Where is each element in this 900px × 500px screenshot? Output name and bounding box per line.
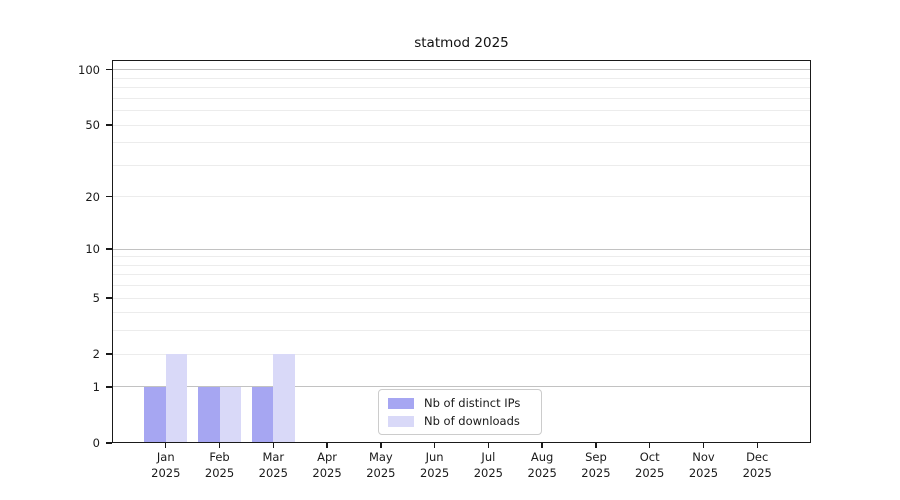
y-tick-mark <box>105 353 112 355</box>
x-tick-mark <box>218 443 221 448</box>
gridline-minor <box>112 110 811 112</box>
gridline-major <box>112 386 811 388</box>
y-tick-mark <box>105 386 112 388</box>
bar-downloads-jan <box>165 354 188 443</box>
bar-downloads-mar <box>273 354 295 443</box>
gridline-minor <box>112 285 811 287</box>
x-tick-label-aug: Aug 2025 <box>527 450 557 480</box>
gridline-minor <box>112 77 811 79</box>
x-tick-mark <box>702 443 705 448</box>
x-tick-label-jun: Jun 2025 <box>419 450 450 480</box>
gridline-minor <box>112 124 811 126</box>
bar-distinct-ips-mar <box>251 386 274 443</box>
gridline-minor <box>112 264 811 266</box>
gridline-minor <box>112 297 811 299</box>
x-tick-label-sep: Sep 2025 <box>581 450 611 480</box>
gridline-minor <box>112 164 811 166</box>
x-tick-mark <box>487 443 490 448</box>
x-tick-label-apr: Apr 2025 <box>312 450 342 480</box>
legend-item-downloads: Nb of downloads <box>388 414 532 428</box>
x-tick-mark <box>433 443 436 448</box>
x-tick-label-mar: Mar 2025 <box>258 450 288 480</box>
gridline-minor <box>112 312 811 314</box>
x-tick-mark <box>326 443 328 448</box>
x-tick-label-dec: Dec 2025 <box>742 450 772 480</box>
bar-distinct-ips-feb <box>198 386 220 443</box>
x-tick-label-may: May 2025 <box>366 450 396 480</box>
x-tick-label-jan: Jan 2025 <box>151 450 181 480</box>
x-tick-mark <box>541 443 543 448</box>
y-tick-label-10: 10 <box>85 242 100 257</box>
y-tick-mark <box>105 196 112 198</box>
legend-label-downloads: Nb of downloads <box>424 414 520 428</box>
y-tick-label-1: 1 <box>92 379 100 394</box>
bar-downloads-feb <box>219 386 242 443</box>
y-tick-label-5: 5 <box>92 291 100 306</box>
x-tick-mark <box>648 443 651 448</box>
x-tick-label-nov: Nov 2025 <box>688 450 719 480</box>
legend-swatch-downloads <box>388 415 414 427</box>
y-tick-mark <box>105 297 112 299</box>
y-tick-label-20: 20 <box>85 189 100 204</box>
gridline-minor <box>112 256 811 258</box>
gridline-minor <box>112 330 811 332</box>
gridline-minor <box>112 274 811 276</box>
x-tick-mark <box>380 443 382 448</box>
gridline-minor <box>112 142 811 144</box>
legend-label-distinct-ips: Nb of distinct IPs <box>424 396 521 410</box>
chart-title: statmod 2025 <box>414 35 509 51</box>
x-tick-label-jul: Jul 2025 <box>473 450 504 480</box>
legend: Nb of distinct IPs Nb of downloads <box>378 389 542 435</box>
y-tick-label-2: 2 <box>92 347 100 362</box>
gridline-minor <box>112 196 811 198</box>
y-tick-mark <box>105 442 112 444</box>
x-tick-mark <box>756 443 758 448</box>
gridline-minor <box>112 353 811 355</box>
y-tick-mark <box>105 124 112 126</box>
y-tick-label-50: 50 <box>85 118 100 133</box>
x-tick-mark <box>595 443 597 448</box>
x-tick-label-oct: Oct 2025 <box>635 450 665 480</box>
gridline-major <box>112 248 811 250</box>
y-tick-mark <box>105 248 112 250</box>
x-tick-mark <box>272 443 274 448</box>
y-tick-label-0: 0 <box>92 436 100 450</box>
gridline-minor <box>112 97 811 99</box>
gridline-major <box>112 69 811 71</box>
y-tick-mark <box>105 69 112 71</box>
x-tick-mark <box>165 443 167 448</box>
bar-distinct-ips-jan <box>144 386 166 443</box>
x-tick-label-feb: Feb 2025 <box>204 450 235 480</box>
legend-swatch-distinct-ips <box>388 397 414 409</box>
y-tick-label-100: 100 <box>78 62 100 77</box>
gridline-minor <box>112 87 811 89</box>
legend-item-distinct-ips: Nb of distinct IPs <box>388 396 532 410</box>
